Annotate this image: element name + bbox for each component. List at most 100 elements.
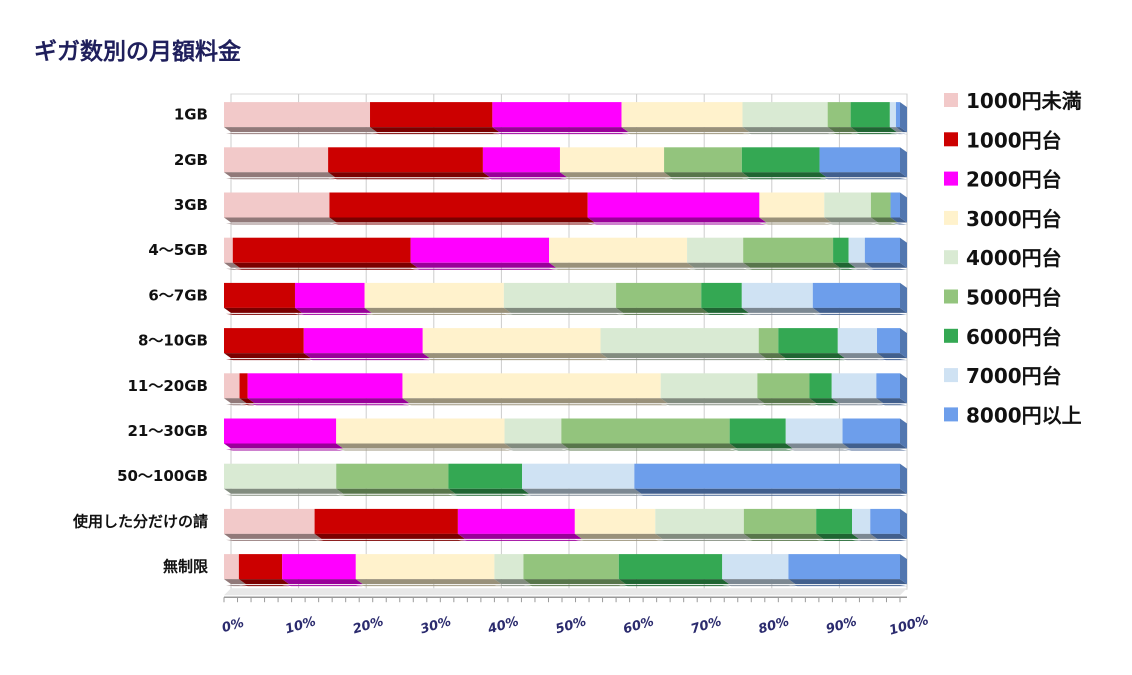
bar [895, 102, 900, 128]
bar [239, 373, 248, 399]
bar-end-face [900, 192, 907, 223]
legend-item: 7000円台 [944, 364, 1062, 388]
bar [336, 463, 449, 489]
bar-end-face [900, 508, 907, 539]
bar-segment [722, 554, 796, 587]
bar [329, 192, 588, 218]
bar-segment [634, 463, 907, 496]
x-axis [223, 596, 907, 603]
legend-swatch [944, 171, 958, 186]
bar-segment [701, 282, 749, 315]
bar-segment [831, 373, 884, 406]
bar-segment [402, 373, 668, 406]
bar-segment [314, 508, 465, 541]
bar [621, 102, 743, 128]
category-label: 6～7GB [148, 286, 208, 304]
bar [864, 237, 900, 263]
bar [503, 282, 617, 308]
x-tick-label: 10% [284, 614, 318, 637]
bar [294, 282, 365, 308]
bar-segment [574, 508, 663, 541]
legend-swatch [944, 132, 958, 147]
bar [758, 328, 779, 354]
legend-label: 1000円未満 [966, 89, 1082, 113]
bar [890, 192, 900, 218]
bar-segment [833, 237, 856, 270]
x-tick-label: 30% [419, 614, 453, 637]
bar-end-face [900, 237, 907, 268]
bar [618, 554, 723, 580]
bar-end-face [900, 418, 907, 449]
bar-segment [410, 237, 557, 270]
bar [410, 237, 550, 263]
legend-item: 5000円台 [944, 286, 1062, 310]
bar [877, 328, 900, 354]
x-tick-label: 40% [485, 614, 520, 637]
bar-segment [870, 192, 898, 225]
bar-segment [232, 237, 418, 270]
category-label: 無制限 [163, 558, 208, 576]
bar [660, 373, 758, 399]
bar [303, 328, 423, 354]
bar-segment [238, 554, 290, 587]
bar [457, 508, 575, 534]
legend-swatch [944, 250, 958, 265]
bar [224, 237, 233, 263]
bar-segment [759, 192, 832, 225]
bar-segment [224, 554, 246, 587]
legend-item: 6000円台 [944, 325, 1062, 349]
bar-segment [482, 147, 567, 180]
bar [634, 463, 900, 489]
legend-item: 1000円台 [944, 128, 1062, 152]
bar [224, 102, 371, 128]
bar-row [224, 102, 907, 135]
bar [402, 373, 661, 399]
bar [831, 373, 877, 399]
bar-row [224, 192, 907, 225]
bar [232, 237, 411, 263]
x-tick-label: 100% [888, 613, 931, 638]
bar-segment [364, 282, 511, 315]
category-labels: 1GB 2GB 3GB 4～5GB 6～7GB 8～10GB 11～20GB 21～30GB 5… [72, 106, 208, 576]
bar [492, 102, 622, 128]
bar [448, 463, 523, 489]
bar [819, 147, 900, 173]
bar [870, 508, 900, 534]
x-tick-label: 20% [351, 614, 385, 637]
bar-segment [247, 373, 410, 406]
bar [224, 373, 240, 399]
bar [848, 237, 865, 263]
category-label: 2GB [174, 151, 208, 169]
bar [314, 508, 458, 534]
legend-label: 2000円台 [966, 168, 1062, 192]
bar [224, 418, 337, 444]
bar-segment [687, 237, 751, 270]
bar [785, 418, 843, 444]
bar [224, 554, 239, 580]
legend-label: 6000円台 [966, 325, 1062, 349]
bar-segment [660, 373, 765, 406]
bar-segment [522, 463, 642, 496]
bar-segment [827, 102, 858, 135]
bar [370, 102, 493, 128]
bar-segment [621, 102, 750, 135]
bar [833, 237, 849, 263]
bar-segment [561, 418, 737, 451]
bar-segment [370, 102, 500, 135]
bar-segment [224, 508, 322, 541]
plot-floor [224, 588, 907, 596]
legend-swatch [944, 93, 958, 107]
bar [282, 554, 356, 580]
bar [852, 508, 871, 534]
bar-segment [355, 554, 502, 587]
bar-segment [842, 418, 907, 451]
x-tick-label: 50% [554, 614, 588, 637]
bar-segment [819, 147, 907, 180]
bar-end-face [900, 463, 907, 494]
bar-segment [837, 328, 885, 361]
bar [549, 237, 688, 263]
bar-segment [729, 418, 793, 451]
x-tick-label: 90% [824, 614, 858, 637]
bar-segment [224, 282, 302, 315]
bar-segment [816, 508, 860, 541]
